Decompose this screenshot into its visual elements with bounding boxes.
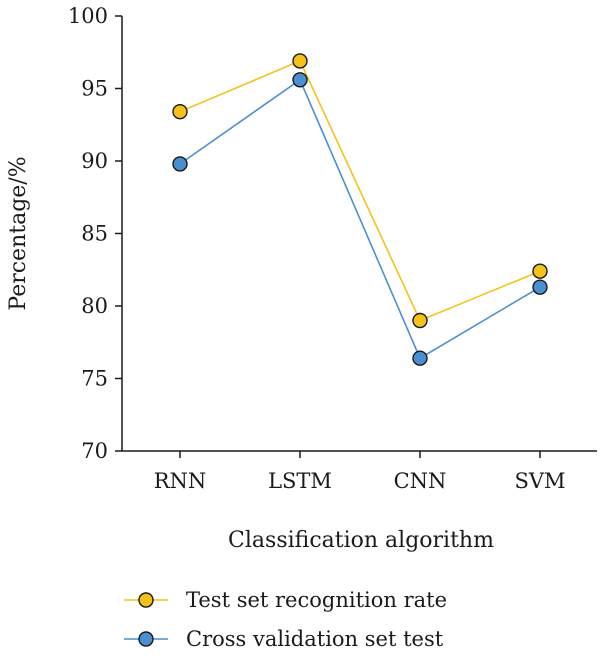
data-point [532,263,548,279]
data-point [412,350,428,366]
legend-label: Cross validation set test [186,627,444,651]
series-0 [172,53,548,329]
series-1 [172,72,548,366]
x-tick-label: CNN [394,469,447,493]
data-point [292,53,308,69]
y-tick-label: 95 [81,77,108,101]
legend-marker [138,631,154,647]
y-tick-label: 75 [81,367,108,391]
y-tick-label: 85 [81,222,108,246]
y-axis-ticks: 70 75 80 85 90 95 100 [68,4,122,463]
series-line [179,59,541,322]
y-tick-label: 90 [81,149,108,173]
x-axis-ticks: RNN LSTM CNN SVM [154,451,566,493]
series-line [179,78,541,360]
x-axis-label: Classification algorithm [228,528,494,553]
series-layer [172,53,548,366]
axes: 70 75 80 85 90 95 100 RNN LSTM CNN SVM [68,4,597,493]
legend: Test set recognition rate Cross validatio… [124,588,447,651]
data-point [292,72,308,88]
data-point [172,156,188,172]
y-tick-label: 100 [68,4,108,28]
x-tick-label: SVM [514,469,565,493]
y-axis-label: Percentage/% [6,156,31,310]
y-tick-label: 80 [81,294,108,318]
data-point [172,103,188,120]
data-point [412,312,428,329]
x-tick-label: LSTM [268,469,332,493]
data-point [532,279,548,295]
legend-label: Test set recognition rate [186,588,447,612]
x-tick-label: RNN [154,469,207,493]
legend-marker [138,592,154,608]
y-tick-label: 70 [81,439,108,463]
